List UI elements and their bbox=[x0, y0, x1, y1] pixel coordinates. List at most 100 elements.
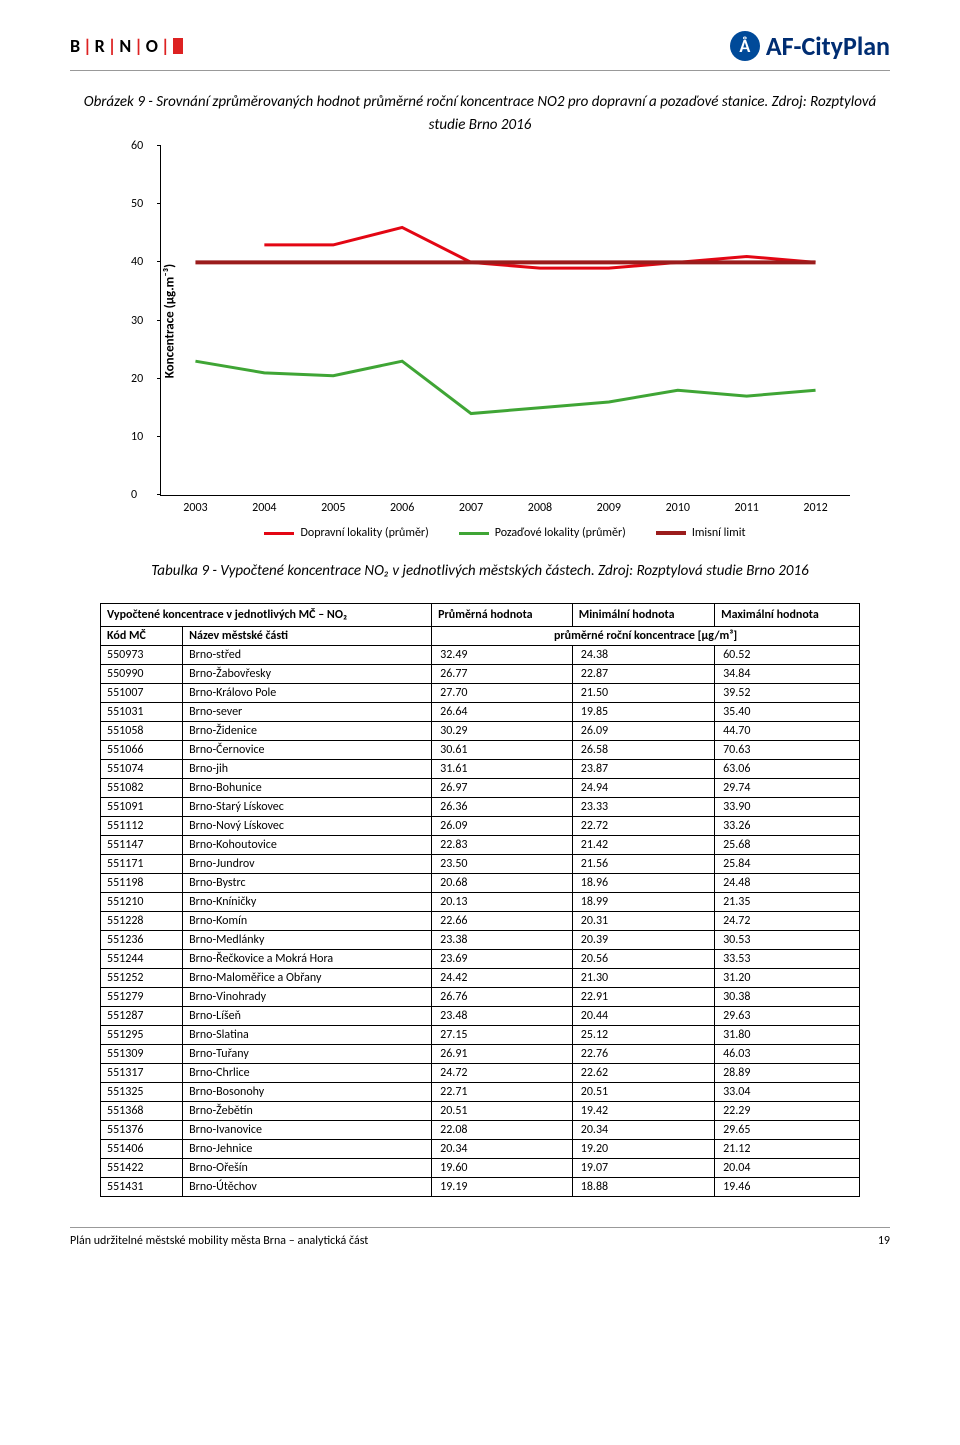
table-cell: Brno-Židenice bbox=[183, 721, 432, 740]
table-cell: Brno-Slatina bbox=[183, 1025, 432, 1044]
table-cell: 551244 bbox=[101, 949, 183, 968]
table-cell: 33.53 bbox=[715, 949, 860, 968]
table-cell: Brno-Vinohrady bbox=[183, 987, 432, 1006]
table-cell: 18.88 bbox=[572, 1177, 714, 1196]
table-cell: 31.61 bbox=[432, 759, 573, 778]
table-cell: 20.56 bbox=[572, 949, 714, 968]
table-cell: 19.42 bbox=[572, 1101, 714, 1120]
table-cell: Brno-Jundrov bbox=[183, 854, 432, 873]
table-cell: Brno-Nový Lískovec bbox=[183, 816, 432, 835]
table-row: 551295Brno-Slatina27.1525.1231.80 bbox=[101, 1025, 860, 1044]
table-cell: 24.72 bbox=[715, 911, 860, 930]
table-cell: 550973 bbox=[101, 645, 183, 664]
y-tick: 0 bbox=[131, 488, 137, 502]
table-cell: 20.34 bbox=[432, 1139, 573, 1158]
legend-line-icon bbox=[656, 531, 686, 535]
table-cell: 30.53 bbox=[715, 930, 860, 949]
x-tick: 2008 bbox=[528, 501, 552, 515]
table-row: 551198Brno-Bystrc20.6818.9624.48 bbox=[101, 873, 860, 892]
page-header: B| R| N| O| Å AF-CityPlan bbox=[70, 30, 890, 71]
table-cell: 20.39 bbox=[572, 930, 714, 949]
table-cell: Brno-Medlánky bbox=[183, 930, 432, 949]
table-cell: 26.64 bbox=[432, 702, 573, 721]
table-cell: 551066 bbox=[101, 740, 183, 759]
table-row: 551309Brno-Tuřany26.9122.7646.03 bbox=[101, 1044, 860, 1063]
table-cell: 26.09 bbox=[432, 816, 573, 835]
table-cell: 21.42 bbox=[572, 835, 714, 854]
table-cell: Brno-Žebětín bbox=[183, 1101, 432, 1120]
table-cell: 551279 bbox=[101, 987, 183, 1006]
table-cell: 24.48 bbox=[715, 873, 860, 892]
table-cell: Brno-Bohunice bbox=[183, 778, 432, 797]
legend-label: Dopravní lokality (průměr) bbox=[300, 526, 428, 540]
table-row: 551112Brno-Nový Lískovec26.0922.7233.26 bbox=[101, 816, 860, 835]
logo-letter: N bbox=[119, 35, 132, 57]
y-tick: 50 bbox=[131, 197, 143, 211]
legend-item: Imisní limit bbox=[656, 526, 746, 540]
table-cell: 26.58 bbox=[572, 740, 714, 759]
table-row: 551431Brno-Útěchov19.1918.8819.46 bbox=[101, 1177, 860, 1196]
table-cell: 551376 bbox=[101, 1120, 183, 1139]
table-cell: 20.13 bbox=[432, 892, 573, 911]
table-cell: 551198 bbox=[101, 873, 183, 892]
table-cell: 551368 bbox=[101, 1101, 183, 1120]
table-cell: 24.38 bbox=[572, 645, 714, 664]
x-tick: 2011 bbox=[734, 501, 758, 515]
table-cell: Brno-Řečkovice a Mokrá Hora bbox=[183, 949, 432, 968]
table-cell: 21.50 bbox=[572, 683, 714, 702]
table-cell: Brno-Bystrc bbox=[183, 873, 432, 892]
table-cell: 23.38 bbox=[432, 930, 573, 949]
table-cell: 23.48 bbox=[432, 1006, 573, 1025]
table-cell: Brno-Žabovřesky bbox=[183, 664, 432, 683]
table-cell: 35.40 bbox=[715, 702, 860, 721]
table-subheader: Název městské části bbox=[183, 626, 432, 645]
legend-item: Dopravní lokality (průměr) bbox=[264, 526, 428, 540]
table-cell: 18.99 bbox=[572, 892, 714, 911]
table-row: 551082Brno-Bohunice26.9724.9429.74 bbox=[101, 778, 860, 797]
table-cell: 551074 bbox=[101, 759, 183, 778]
table-cell: 18.96 bbox=[572, 873, 714, 892]
table-cell: 551112 bbox=[101, 816, 183, 835]
table-cell: Brno-Kohoutovice bbox=[183, 835, 432, 854]
table-cell: 551147 bbox=[101, 835, 183, 854]
legend-line-icon bbox=[264, 532, 294, 535]
table-cell: Brno-Chrlice bbox=[183, 1063, 432, 1082]
table-cell: 22.72 bbox=[572, 816, 714, 835]
page-number: 19 bbox=[878, 1234, 890, 1248]
chart-series bbox=[195, 361, 815, 413]
table-cell: 33.26 bbox=[715, 816, 860, 835]
table-cell: Brno-Kníničky bbox=[183, 892, 432, 911]
table-cell: 551309 bbox=[101, 1044, 183, 1063]
table-row: 550990Brno-Žabovřesky26.7722.8734.84 bbox=[101, 664, 860, 683]
table-cell: 551252 bbox=[101, 968, 183, 987]
chart-legend: Dopravní lokality (průměr)Pozaďové lokal… bbox=[160, 526, 850, 540]
table-cell: 21.12 bbox=[715, 1139, 860, 1158]
x-tick: 2006 bbox=[390, 501, 414, 515]
table-cell: 22.76 bbox=[572, 1044, 714, 1063]
table-cell: 31.20 bbox=[715, 968, 860, 987]
table-cell: 33.90 bbox=[715, 797, 860, 816]
table-cell: Brno-Královo Pole bbox=[183, 683, 432, 702]
table-cell: 19.46 bbox=[715, 1177, 860, 1196]
table-row: 551171Brno-Jundrov23.5021.5625.84 bbox=[101, 854, 860, 873]
page-footer: Plán udržitelné městské mobility města B… bbox=[70, 1227, 890, 1248]
table-row: 551007Brno-Královo Pole27.7021.5039.52 bbox=[101, 683, 860, 702]
table-cell: 22.87 bbox=[572, 664, 714, 683]
logo-letter: R bbox=[95, 35, 106, 57]
table-cell: 23.33 bbox=[572, 797, 714, 816]
x-tick: 2007 bbox=[459, 501, 483, 515]
table-cell: 551287 bbox=[101, 1006, 183, 1025]
table-cell: 33.04 bbox=[715, 1082, 860, 1101]
table-row: 551252Brno-Maloměřice a Obřany24.4221.30… bbox=[101, 968, 860, 987]
y-tick: 40 bbox=[131, 255, 143, 269]
table-cell: 26.77 bbox=[432, 664, 573, 683]
table-cell: 30.38 bbox=[715, 987, 860, 1006]
table-cell: 551031 bbox=[101, 702, 183, 721]
chart-svg bbox=[161, 146, 850, 495]
table-subheader: průměrné roční koncentrace [μg/m³] bbox=[432, 626, 860, 645]
table-cell: 63.06 bbox=[715, 759, 860, 778]
y-tick: 20 bbox=[131, 372, 143, 386]
table-cell: 19.19 bbox=[432, 1177, 573, 1196]
x-tick: 2012 bbox=[803, 501, 827, 515]
table-cell: 20.34 bbox=[572, 1120, 714, 1139]
